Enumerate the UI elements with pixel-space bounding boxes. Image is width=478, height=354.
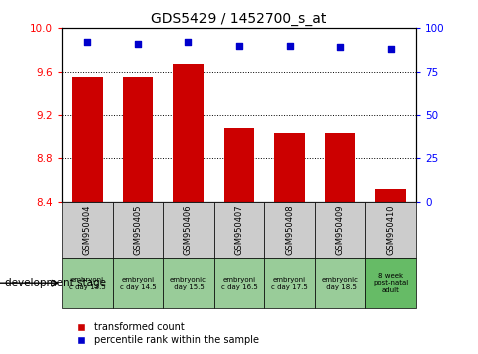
Bar xyxy=(62,258,113,308)
Bar xyxy=(214,258,264,308)
Bar xyxy=(123,77,153,202)
Text: embryoni
c day 17.5: embryoni c day 17.5 xyxy=(271,277,308,290)
Title: GDS5429 / 1452700_s_at: GDS5429 / 1452700_s_at xyxy=(152,12,326,26)
Text: embryonic
 day 15.5: embryonic day 15.5 xyxy=(170,277,207,290)
Point xyxy=(286,43,293,48)
Text: GSM950407: GSM950407 xyxy=(235,205,243,256)
Text: development stage: development stage xyxy=(5,278,106,288)
Text: GSM950406: GSM950406 xyxy=(184,205,193,256)
Bar xyxy=(325,133,355,202)
Point xyxy=(185,39,192,45)
Bar xyxy=(113,258,163,308)
Bar xyxy=(375,189,406,202)
Bar xyxy=(315,258,365,308)
Text: GSM950408: GSM950408 xyxy=(285,205,294,256)
Bar xyxy=(174,64,204,202)
Bar xyxy=(113,202,163,258)
Bar xyxy=(365,258,416,308)
Bar xyxy=(163,258,214,308)
Text: GSM950404: GSM950404 xyxy=(83,205,92,255)
Point xyxy=(84,39,91,45)
Text: embryoni
c day 16.5: embryoni c day 16.5 xyxy=(221,277,257,290)
Text: GSM950405: GSM950405 xyxy=(133,205,142,255)
Text: embryoni
c day 14.5: embryoni c day 14.5 xyxy=(120,277,156,290)
Legend: transformed count, percentile rank within the sample: transformed count, percentile rank withi… xyxy=(67,319,263,349)
Text: 8 week
post-natal
adult: 8 week post-natal adult xyxy=(373,273,408,293)
Bar xyxy=(274,133,304,202)
Point xyxy=(336,45,344,50)
Bar xyxy=(264,202,315,258)
Text: GSM950410: GSM950410 xyxy=(386,205,395,255)
Bar xyxy=(72,77,103,202)
Bar xyxy=(224,128,254,202)
Point xyxy=(235,43,243,48)
Text: embryoni
c day 13.5: embryoni c day 13.5 xyxy=(69,277,106,290)
Bar xyxy=(365,202,416,258)
Bar xyxy=(315,202,365,258)
Text: GSM950409: GSM950409 xyxy=(336,205,345,255)
Text: embryonic
 day 18.5: embryonic day 18.5 xyxy=(322,277,358,290)
Bar xyxy=(62,202,113,258)
Bar xyxy=(163,202,214,258)
Point xyxy=(134,41,142,47)
Point xyxy=(387,46,394,52)
Bar xyxy=(214,202,264,258)
Bar xyxy=(264,258,315,308)
